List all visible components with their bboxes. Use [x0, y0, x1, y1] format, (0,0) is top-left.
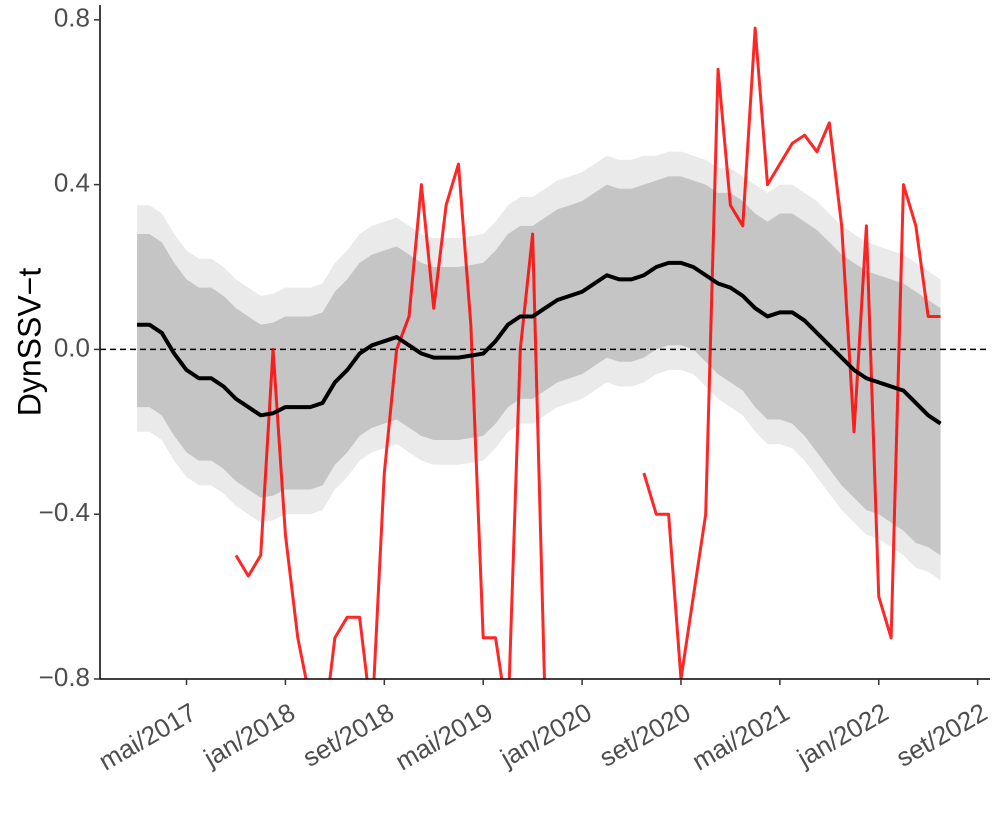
- x-tick-label: set/2020: [594, 697, 695, 773]
- x-tick-label: mai/2019: [390, 697, 498, 776]
- x-tick-label: jan/2018: [198, 697, 300, 773]
- x-tick-label: set/2018: [298, 697, 399, 773]
- y-tick-label: 0.4: [54, 167, 90, 197]
- x-tick-label: mai/2017: [93, 697, 201, 776]
- y-tick-label: −0.8: [39, 662, 90, 692]
- x-tick-label: set/2022: [891, 697, 992, 773]
- y-tick-label: 0.0: [54, 332, 90, 362]
- y-tick-label: 0.8: [54, 3, 90, 33]
- y-tick-label: −0.4: [39, 497, 90, 527]
- series-line: [137, 260, 942, 426]
- confidence-band: [137, 176, 941, 556]
- x-tick-label: jan/2022: [791, 697, 893, 773]
- x-tick-label: mai/2021: [687, 697, 795, 776]
- y-axis-label: DynSSV−t: [11, 268, 47, 417]
- x-tick-label: jan/2020: [494, 697, 596, 773]
- plot-area: [100, 26, 990, 679]
- series-line: [234, 26, 941, 679]
